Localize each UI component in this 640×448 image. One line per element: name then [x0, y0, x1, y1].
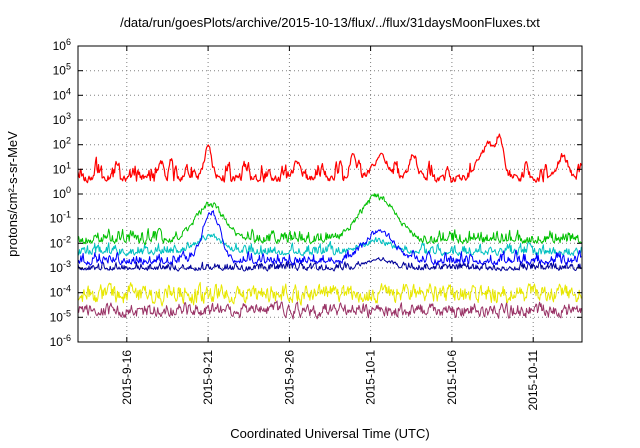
y-tick-label: 101	[53, 160, 71, 176]
x-tick-label: 2015-9-16	[120, 350, 134, 405]
y-tick-label: 10-2	[50, 234, 71, 250]
y-tick-label: 10-5	[50, 308, 71, 324]
series-cyan-line	[77, 233, 582, 257]
x-tick-label: 2015-10-11	[526, 350, 540, 411]
y-tick-label: 104	[53, 86, 71, 102]
x-tick-label: 2015-9-21	[201, 350, 215, 405]
series-red-line	[77, 133, 582, 184]
series-yellow-line	[77, 281, 582, 307]
y-tick-label: 105	[53, 62, 71, 78]
x-tick-label: 2015-10-1	[364, 350, 378, 405]
chart-title: /data/run/goesPlots/archive/2015-10-13/f…	[120, 15, 540, 30]
x-axis-label: Coordinated Universal Time (UTC)	[230, 426, 429, 441]
axis-tick-labels: 106 105 104 103 102 101 100 10-1 10-2 10-3 10-4 10-…	[50, 37, 541, 411]
plot-border	[77, 45, 583, 343]
y-tick-label: 100	[53, 185, 71, 201]
series-purple-line	[77, 300, 582, 320]
series-green-line	[77, 193, 582, 246]
data-series	[77, 133, 582, 320]
series-navy-line	[77, 257, 582, 272]
x-tick-label: 2015-10-6	[445, 350, 459, 405]
y-tick-label: 10-3	[50, 259, 71, 275]
y-tick-label: 103	[53, 111, 71, 127]
y-axis-label: protons/cm²-s-sr-MeV	[5, 131, 20, 257]
x-tick-label: 2015-9-26	[282, 350, 296, 405]
y-tick-label: 102	[53, 136, 71, 152]
y-tick-label: 10-4	[50, 284, 71, 300]
series-blue-line	[77, 210, 582, 266]
y-tick-label: 106	[53, 37, 71, 53]
y-tick-label: 10-1	[50, 210, 71, 226]
y-tick-label: 10-6	[50, 333, 71, 349]
